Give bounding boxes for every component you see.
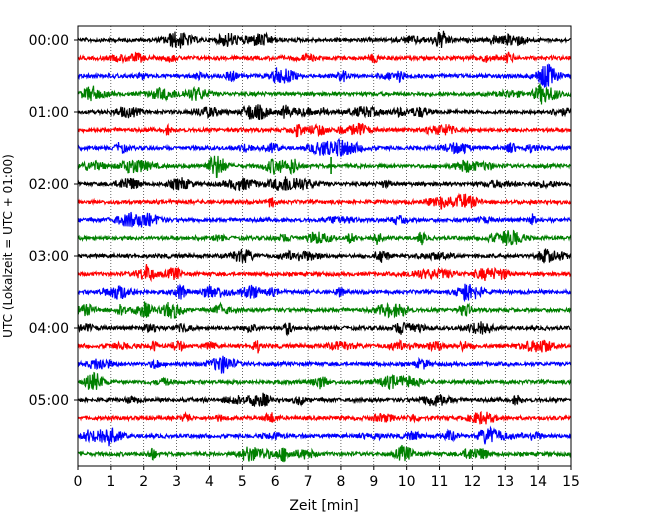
- trace-row: [77, 371, 572, 391]
- trace-series: [77, 30, 572, 463]
- y-tick-label: 00:00: [29, 33, 69, 49]
- trace-row: [77, 176, 572, 192]
- plot-frame: [77, 25, 572, 467]
- grid-lines: [110, 26, 539, 466]
- trace-row: [77, 321, 572, 337]
- trace-row: [77, 410, 572, 425]
- trace-row: [77, 283, 572, 303]
- trace-row: [77, 355, 572, 374]
- x-tick-label: 5: [238, 474, 247, 490]
- trace-row: [77, 122, 572, 138]
- trace-row: [77, 30, 572, 49]
- trace-row: [77, 338, 572, 354]
- x-tick-label: 14: [529, 474, 547, 490]
- x-tick-label: 15: [562, 474, 580, 490]
- y-tick-label: 05:00: [29, 393, 69, 409]
- x-axis-label: Zeit [min]: [289, 498, 358, 514]
- x-tick-label: 11: [431, 474, 449, 490]
- trace-row: [77, 211, 572, 228]
- trace-row: [77, 425, 572, 447]
- x-tick-label: 10: [398, 474, 416, 490]
- x-tick-label: 6: [271, 474, 280, 490]
- trace-row: [77, 104, 572, 121]
- x-tick-label: 0: [74, 474, 83, 490]
- trace-row: [77, 248, 572, 264]
- x-tick-label: 12: [463, 474, 481, 490]
- trace-row: [77, 263, 572, 283]
- y-axis-label: UTC (Lokalzeit = UTC + 01:00): [1, 154, 15, 338]
- trace-row: [77, 192, 572, 210]
- x-tick-label: 7: [304, 474, 313, 490]
- trace-row: [77, 51, 572, 65]
- x-axis-ticks: 0 1 2 3 4 5 6 7 8 9 10 11 12 13 14 15: [74, 466, 580, 490]
- x-tick-label: 1: [106, 474, 115, 490]
- x-tick-label: 13: [496, 474, 514, 490]
- y-axis-ticks: 00:00 01:00 02:00 03:00 04:00 05:00: [29, 33, 78, 409]
- y-tick-label: 04:00: [29, 321, 69, 337]
- trace-row: [77, 83, 572, 105]
- x-tick-label: 9: [369, 474, 378, 490]
- trace-row: [77, 137, 572, 158]
- x-tick-label: 4: [205, 474, 214, 490]
- trace-row: [77, 444, 572, 463]
- x-tick-label: 8: [336, 474, 345, 490]
- trace-row: [77, 155, 572, 179]
- y-tick-label: 01:00: [29, 105, 69, 121]
- x-tick-label: 3: [172, 474, 181, 490]
- x-tick-label: 2: [139, 474, 148, 490]
- trace-row: [77, 229, 572, 246]
- y-tick-label: 03:00: [29, 249, 69, 265]
- y-tick-label: 02:00: [29, 177, 69, 193]
- trace-row: [77, 301, 572, 319]
- trace-row: [77, 63, 572, 88]
- trace-row: [77, 392, 572, 408]
